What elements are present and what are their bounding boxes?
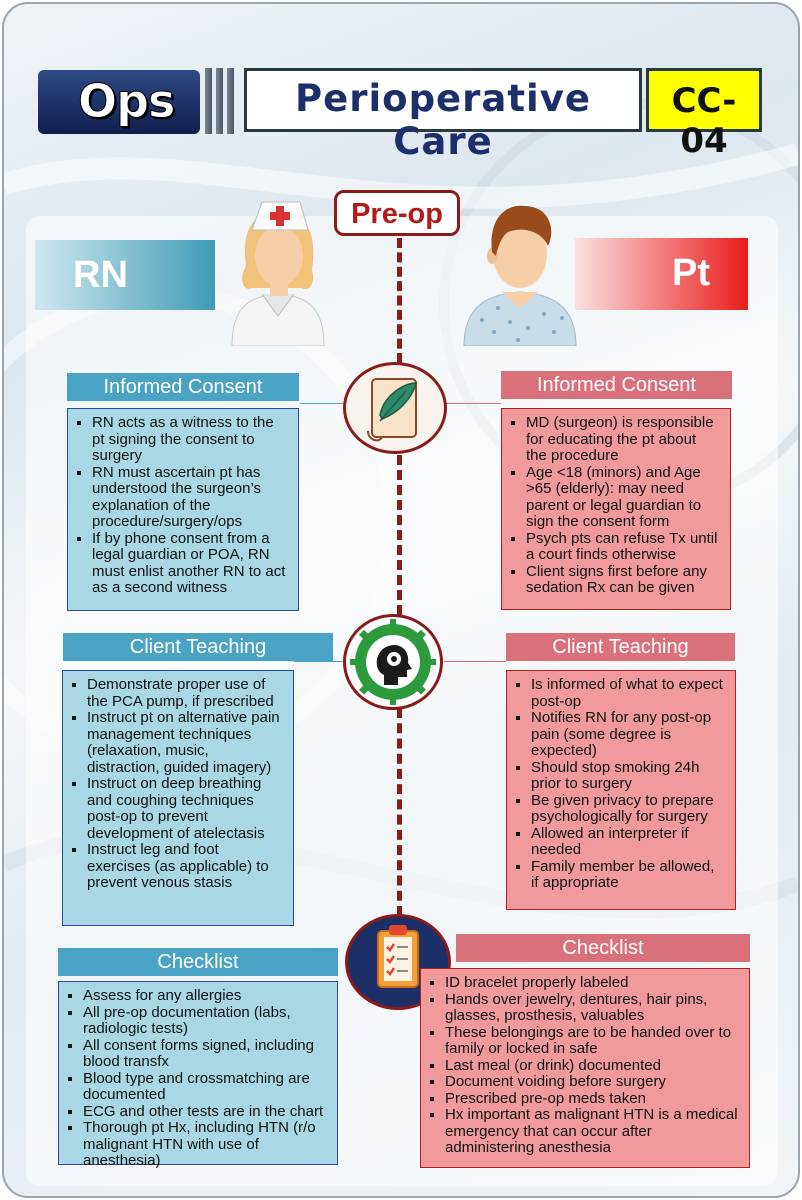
list-item: RN acts as a witness to the pt signing t… <box>92 414 288 465</box>
ops-label: Ops <box>77 74 175 129</box>
rn-banner: RN <box>35 240 215 310</box>
patient-icon <box>463 205 577 346</box>
list-item: All pre-op documentation (labs, radiolog… <box>83 1004 327 1038</box>
list-item: Is informed of what to expect post-op <box>531 676 725 710</box>
pt-checklist-box: ID bracelet properly labeled Hands over … <box>420 968 750 1168</box>
list-item: Allowed an interpreter if needed <box>531 825 725 859</box>
quill-scroll-icon <box>367 378 417 442</box>
teaching-icon-badge <box>343 614 443 710</box>
phase-label: Pre-op <box>351 198 443 230</box>
rn-checklist-box: Assess for any allergies All pre-op docu… <box>58 981 338 1169</box>
list-item: If by phone consent from a legal guardia… <box>92 530 288 597</box>
nurse-icon <box>231 201 325 346</box>
list-item: All consent forms signed, including bloo… <box>83 1037 327 1071</box>
list-item: Notifies RN for any post-op pain (some d… <box>531 709 725 760</box>
list-item: MD (surgeon) is responsible for educatin… <box>526 414 720 465</box>
list-item: Assess for any allergies <box>83 987 327 1005</box>
pt-consent-header: Informed Consent <box>501 371 732 399</box>
list-item: Prescribed pre-op meds taken <box>445 1090 739 1108</box>
connector-line <box>300 403 346 404</box>
rn-teaching-box: Demonstrate proper use of the PCA pump, … <box>62 670 294 926</box>
list-item: Demonstrate proper use of the PCA pump, … <box>87 676 283 710</box>
list-item: These belongings are to be handed over t… <box>445 1024 739 1058</box>
timeline-divider <box>397 238 402 363</box>
rn-teaching-header: Client Teaching <box>63 633 333 661</box>
list-item: Age <18 (minors) and Age >65 (elderly): … <box>526 464 720 531</box>
list-item: Blood type and crossmatching are documen… <box>83 1070 327 1104</box>
phase-label-box: Pre-op <box>334 190 460 236</box>
pt-banner: Pt <box>575 238 748 310</box>
page-title: Perioperative Care <box>295 77 591 163</box>
list-item: Last meal (or drink) documented <box>445 1057 739 1075</box>
header-separator <box>205 68 212 134</box>
list-item: Client signs first before any sedation R… <box>526 563 720 597</box>
pt-label: Pt <box>672 252 710 294</box>
page-title-box: Perioperative Care <box>244 68 642 163</box>
list-item: Instruct on deep breathing and coughing … <box>87 775 283 842</box>
ops-badge: Ops <box>38 70 200 134</box>
brain-gear-icon <box>350 619 436 705</box>
rn-label: RN <box>73 254 128 296</box>
list-item: RN must ascertain pt has understood the … <box>92 464 288 531</box>
code-badge: CC-04 <box>646 68 762 161</box>
list-item: Instruct pt on alternative pain manageme… <box>87 709 283 776</box>
pt-teaching-box: Is informed of what to expect post-op No… <box>506 670 736 910</box>
list-item: Document voiding before surgery <box>445 1073 739 1091</box>
connector-line <box>445 403 501 404</box>
list-item: Hands over jewelry, dentures, hair pins,… <box>445 991 739 1025</box>
timeline-divider <box>397 455 402 615</box>
rn-consent-box: RN acts as a witness to the pt signing t… <box>67 408 299 611</box>
connector-line <box>444 661 506 662</box>
list-item: Family member be allowed, if appropriate <box>531 858 725 892</box>
list-item: ECG and other tests are in the chart <box>83 1103 327 1121</box>
timeline-divider <box>397 708 402 916</box>
pt-teaching-header: Client Teaching <box>506 633 735 661</box>
code-label: CC-04 <box>671 81 737 161</box>
consent-icon-badge <box>343 362 447 454</box>
connector-line <box>294 661 344 662</box>
list-item: Be given privacy to prepare psychologica… <box>531 792 725 826</box>
rn-consent-header: Informed Consent <box>67 373 299 401</box>
pt-consent-box: MD (surgeon) is responsible for educatin… <box>501 408 731 610</box>
rn-checklist-header: Checklist <box>58 948 338 976</box>
list-item: Should stop smoking 24h prior to surgery <box>531 759 725 793</box>
list-item: ID bracelet properly labeled <box>445 974 739 992</box>
list-item: Thorough pt Hx, including HTN (r/o malig… <box>83 1119 327 1170</box>
list-item: Instruct leg and foot exercises (as appl… <box>87 841 283 892</box>
clipboard-icon <box>377 925 419 988</box>
list-item: Hx important as malignant HTN is a medic… <box>445 1106 739 1157</box>
list-item: Psych pts can refuse Tx until a court fi… <box>526 530 720 564</box>
header-separator <box>227 68 234 134</box>
header-separator <box>216 68 223 134</box>
pt-checklist-header: Checklist <box>456 934 750 962</box>
